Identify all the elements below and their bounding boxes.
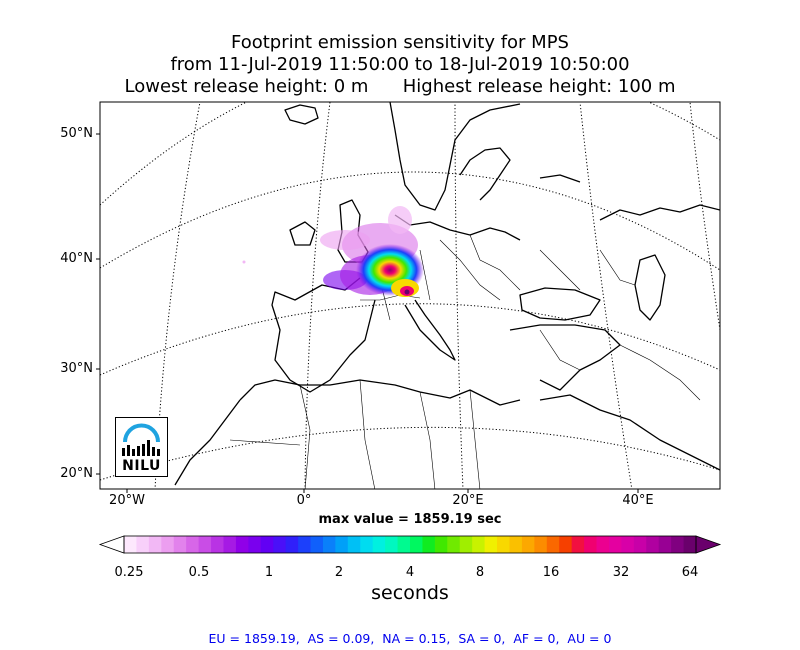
- colorbar-segment: [434, 536, 448, 553]
- colorbar-segment: [658, 536, 672, 553]
- colorbar-segment: [124, 536, 137, 553]
- colorbar-segment: [260, 536, 274, 553]
- colorbar-segments: [124, 536, 697, 553]
- colorbar-tick: 0.25: [114, 565, 144, 580]
- lon-label-20e: 20°E: [452, 493, 484, 508]
- coastlines: [174, 102, 720, 486]
- colorbar-segment: [646, 536, 660, 553]
- colorbar-segment: [596, 536, 610, 553]
- footprint-plume: [242, 206, 424, 297]
- colorbar-segment: [571, 536, 585, 553]
- nilu-logo: NILU: [115, 417, 168, 477]
- colorbar-min-extension: [98, 535, 125, 554]
- axis-ticks: [96, 133, 639, 493]
- colorbar-frame: [123, 535, 697, 554]
- region-summary: EU = 1859.19, AS = 0.09, NA = 0.15, SA =…: [208, 631, 612, 646]
- lon-label-40e: 40°E: [622, 493, 654, 508]
- lat-label-20n: 20°N: [60, 466, 93, 481]
- colorbar-segment: [509, 536, 523, 553]
- colorbar-unit-label: seconds: [371, 582, 449, 604]
- colorbar-tick: 8: [475, 565, 485, 580]
- nilu-logo-text: NILU: [122, 458, 161, 474]
- colorbar-tick: 16: [542, 565, 560, 580]
- colorbar-segment: [683, 536, 697, 553]
- colorbar-segment: [459, 536, 473, 553]
- colorbar-segment: [285, 536, 299, 553]
- country-borders: [229, 234, 701, 489]
- colorbar-segment: [584, 536, 598, 553]
- colorbar-tick: 2: [334, 565, 344, 580]
- max-value-label: max value = 1859.19 sec: [318, 512, 502, 527]
- map-area: [100, 102, 720, 489]
- colorbar-segment: [223, 536, 237, 553]
- colorbar-segment: [633, 536, 647, 553]
- title-line-2: from 11-Jul-2019 11:50:00 to 18-Jul-2019…: [170, 54, 630, 75]
- colorbar-segment: [422, 536, 436, 553]
- colorbar-segment: [521, 536, 535, 553]
- colorbar-max-extension: [695, 535, 722, 554]
- graticule-meridians: [154, 102, 720, 489]
- colorbar-segment: [148, 536, 162, 553]
- colorbar-segment: [248, 536, 262, 553]
- colorbar-segment: [447, 536, 461, 553]
- title-line-3: Lowest release height: 0 m Highest relea…: [124, 76, 676, 97]
- colorbar-segment: [497, 536, 510, 553]
- colorbar-segment: [186, 536, 200, 553]
- colorbar-segment: [211, 536, 224, 553]
- colorbar-segment: [161, 536, 175, 553]
- colorbar-segment: [410, 536, 423, 553]
- colorbar-segment: [136, 536, 150, 553]
- colorbar-segment: [273, 536, 287, 553]
- colorbar-segment: [360, 536, 374, 553]
- colorbar-tick: 4: [405, 565, 415, 580]
- colorbar-segment: [372, 536, 386, 553]
- lat-label-30n: 30°N: [60, 361, 93, 376]
- colorbar-segment: [472, 536, 486, 553]
- colorbar-tick: 1: [264, 565, 274, 580]
- colorbar-segment: [198, 536, 212, 553]
- colorbar-segment: [546, 536, 560, 553]
- lat-label-40n: 40°N: [60, 251, 93, 266]
- lat-label-50n: 50°N: [60, 126, 93, 141]
- colorbar-segment: [534, 536, 548, 553]
- colorbar-segment: [621, 536, 635, 553]
- colorbar-segment: [385, 536, 399, 553]
- colorbar-segment: [484, 536, 498, 553]
- colorbar-segment: [608, 536, 622, 553]
- colorbar-segment: [559, 536, 573, 553]
- colorbar-tick: 64: [681, 565, 699, 580]
- lon-label-20w: 20°W: [109, 493, 145, 508]
- colorbar-segment: [173, 536, 187, 553]
- nilu-logo-icon: [122, 423, 160, 456]
- map-frame: [99, 101, 721, 490]
- colorbar-segment: [335, 536, 349, 553]
- colorbar-segment: [347, 536, 361, 553]
- colorbar-segment: [322, 536, 336, 553]
- colorbar-tick: 0.5: [188, 565, 210, 580]
- lon-label-0: 0°: [296, 493, 312, 508]
- colorbar-segment: [310, 536, 324, 553]
- colorbar-segment: [235, 536, 249, 553]
- graticule-parallels: [100, 102, 720, 481]
- colorbar-segment: [671, 536, 685, 553]
- colorbar-segment: [298, 536, 312, 553]
- colorbar-tick: 32: [612, 565, 630, 580]
- colorbar-segment: [397, 536, 411, 553]
- title-line-1: Footprint emission sensitivity for MPS: [231, 32, 569, 53]
